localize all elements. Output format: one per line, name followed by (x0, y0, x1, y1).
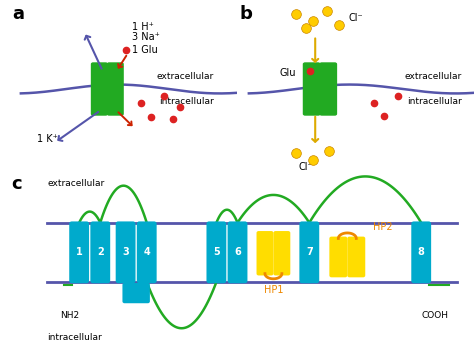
Text: Glu: Glu (280, 68, 296, 78)
Text: 4: 4 (143, 247, 150, 257)
FancyBboxPatch shape (122, 283, 150, 303)
Text: extracellular: extracellular (47, 179, 105, 188)
FancyBboxPatch shape (137, 221, 156, 283)
FancyBboxPatch shape (69, 221, 89, 283)
Text: Cl⁻: Cl⁻ (299, 162, 313, 172)
Text: 1: 1 (76, 247, 82, 257)
Text: c: c (11, 174, 22, 193)
FancyBboxPatch shape (319, 62, 337, 116)
Text: 1 Glu: 1 Glu (132, 45, 158, 55)
Text: b: b (239, 5, 252, 23)
FancyBboxPatch shape (329, 237, 347, 277)
Text: Cl⁻: Cl⁻ (348, 13, 363, 23)
Text: 8: 8 (418, 247, 425, 257)
FancyBboxPatch shape (256, 231, 273, 276)
Text: HP2: HP2 (373, 222, 392, 232)
Text: intracellular: intracellular (47, 333, 102, 342)
Text: extracellular: extracellular (405, 72, 462, 81)
FancyBboxPatch shape (411, 221, 431, 283)
FancyBboxPatch shape (207, 221, 226, 283)
FancyBboxPatch shape (347, 237, 365, 277)
Text: extracellular: extracellular (157, 72, 214, 81)
Text: 5: 5 (213, 247, 220, 257)
Text: 2: 2 (97, 247, 104, 257)
Text: 6: 6 (234, 247, 241, 257)
Text: intracellular: intracellular (407, 97, 462, 106)
Text: a: a (12, 5, 24, 23)
Text: intracellular: intracellular (159, 97, 214, 106)
Text: COOH: COOH (421, 311, 448, 320)
Text: 7: 7 (306, 247, 313, 257)
FancyBboxPatch shape (303, 62, 320, 116)
Text: NH2: NH2 (60, 311, 79, 320)
FancyBboxPatch shape (91, 62, 108, 116)
Text: 3: 3 (122, 247, 129, 257)
FancyBboxPatch shape (116, 221, 136, 283)
FancyBboxPatch shape (300, 221, 319, 283)
FancyBboxPatch shape (91, 221, 110, 283)
Text: 1 K⁺: 1 K⁺ (37, 134, 58, 144)
FancyBboxPatch shape (273, 231, 290, 276)
Text: HP1: HP1 (264, 285, 283, 295)
FancyBboxPatch shape (107, 62, 124, 116)
Text: 1 H⁺: 1 H⁺ (132, 22, 154, 32)
FancyBboxPatch shape (228, 221, 247, 283)
Text: 3 Na⁺: 3 Na⁺ (132, 32, 160, 42)
